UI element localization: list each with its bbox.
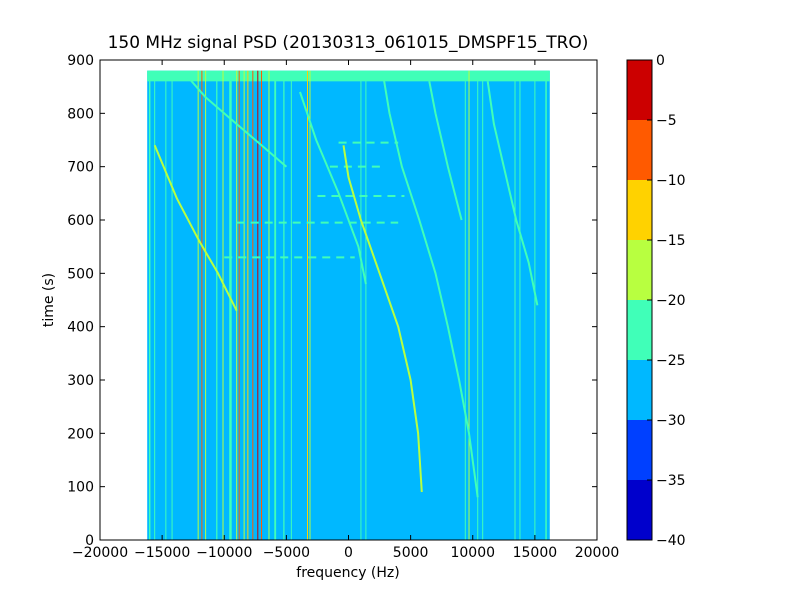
signal-line [243,70,245,540]
y-tick-label: 300 [67,373,94,389]
colorbar-tick-label: −40 [656,533,686,549]
signal-line [477,70,479,540]
signal-line [222,70,224,540]
doppler-trace [342,145,423,493]
colorbar-tick-label: −5 [656,113,677,129]
colorbar-tick-label: −15 [656,233,686,249]
signal-line [257,70,259,540]
heatmap-background [147,70,550,540]
signal-line [534,70,536,540]
colorbar-segment [627,480,652,540]
x-tick-label: 5000 [393,545,429,561]
signal-line [252,70,254,540]
x-tick-label: −20000 [72,545,128,561]
y-tick-label: 400 [67,320,94,336]
y-tick-label: 900 [67,53,94,69]
x-axis-ticks: −20000 −15000 −10000 −5000 0 5000 10000 15000 20… [72,60,619,561]
colorbar-segment [627,120,652,180]
y-tick-label: 800 [67,106,94,122]
x-tick-label: 20000 [575,545,620,561]
signal-line [482,70,484,540]
colorbar-tick-label: 0 [656,53,665,69]
x-tick-label: −5000 [263,545,310,561]
signal-line [365,70,367,540]
heatmap-layer [147,70,550,540]
colorbar: −40 −35 −30 −25 −20 −15 −10 −5 0 [626,53,686,549]
colorbar-segment [627,60,652,120]
signal-line [171,70,173,540]
doppler-trace [299,91,367,285]
signal-line [545,70,547,540]
colorbar-tick-label: −30 [656,413,686,429]
x-axis-label: frequency (Hz) [296,565,399,581]
x-tick-label: 15000 [513,545,558,561]
x-tick-label: 10000 [450,545,495,561]
signal-line [247,70,249,540]
signal-line [201,70,203,540]
signal-line [261,70,263,540]
doppler-trace [486,81,539,306]
y-tick-label: 0 [85,533,94,549]
signal-line [306,70,308,540]
signal-line [205,70,207,540]
signal-line [148,70,151,540]
signal-line [238,70,240,540]
y-tick-label: 500 [67,266,94,282]
signal-line [216,70,218,540]
colorbar-tick-label: −10 [656,173,686,189]
signal-line [283,70,285,540]
x-tick-label: 0 [344,545,353,561]
signal-line [154,70,156,540]
colorbar-segment [627,180,652,240]
colorbar-tick-label: −20 [656,293,686,309]
colorbar-tick-label: −35 [656,473,686,489]
signal-line [519,70,521,540]
signal-line [229,70,232,540]
colorbar-segment [627,420,652,480]
signal-line [464,70,466,540]
signal-line [274,70,277,540]
signal-line [290,70,292,540]
heatmap-top-band [147,70,550,82]
signal-line [360,70,362,540]
colorbar-segment [627,360,652,420]
chart-title: 150 MHz signal PSD (20130313_061015_DMSP… [108,33,589,53]
colorbar-segment [627,300,652,360]
signal-line [468,70,470,540]
doppler-trace [428,81,463,221]
y-tick-label: 200 [67,426,94,442]
y-axis-label: time (s) [41,273,57,327]
doppler-trace [186,75,288,168]
signal-line [309,70,311,540]
signal-line [165,70,167,540]
colorbar-segment [627,240,652,300]
doppler-trace [382,75,479,498]
signal-line [236,70,238,540]
signal-line [268,70,270,540]
y-axis-ticks: 0 100 200 300 400 500 600 700 800 900 [67,53,597,549]
signal-line [197,70,199,540]
signal-line [514,70,516,540]
doppler-trace [153,144,238,312]
x-tick-label: −15000 [134,545,190,561]
y-tick-label: 100 [67,480,94,496]
y-tick-label: 600 [67,213,94,229]
y-tick-label: 700 [67,160,94,176]
colorbar-tick-label: −25 [656,353,686,369]
x-tick-label: −10000 [196,545,252,561]
